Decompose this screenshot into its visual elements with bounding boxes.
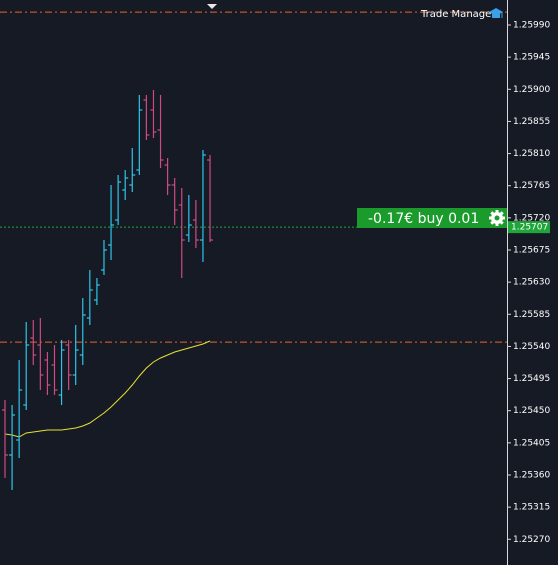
ohlc-bar [171, 178, 178, 225]
ohlc-bar [185, 195, 192, 242]
y-tick-label: 1.25810 [513, 149, 550, 159]
ohlc-bar [86, 270, 93, 325]
ohlc-bar [164, 158, 171, 195]
panel-title[interactable]: Trade Manager [420, 9, 496, 20]
shift-marker [207, 4, 217, 9]
y-tick-label: 1.25990 [513, 21, 550, 31]
ohlc-bar [192, 200, 199, 248]
y-tick-label: 1.25405 [513, 438, 550, 448]
ohlc-bar [30, 320, 37, 365]
y-tick-label: 1.25675 [513, 246, 550, 256]
ohlc-bar [16, 360, 23, 458]
y-tick-label: 1.25765 [513, 181, 550, 191]
y-tick-label: 1.25720 [513, 213, 550, 223]
current-price-label: 1.25707 [511, 223, 548, 233]
ohlc-bar [122, 170, 129, 200]
ohlc-bar [51, 345, 58, 395]
ohlc-bar [23, 322, 30, 410]
y-tick-label: 1.25270 [513, 535, 550, 545]
axis-layer: 1.25990 1.25945 1.25900 1.25855 1.25810 1.257… [507, 21, 550, 545]
ma-layer [4, 340, 211, 438]
current-price-box [508, 221, 550, 234]
gear-icon[interactable] [489, 210, 505, 226]
y-tick-label: 1.25630 [513, 278, 550, 288]
ohlc-bar [207, 155, 214, 242]
ohlc-bar [199, 150, 206, 262]
ohlc-bar [44, 352, 51, 395]
ohlc-bar [136, 95, 143, 175]
ohlc-bar [58, 340, 65, 405]
ohlc-bar [178, 188, 185, 278]
y-tick-label: 1.25900 [513, 85, 550, 95]
ohlc-bar [100, 240, 107, 275]
y-tick-label: 1.25585 [513, 310, 550, 320]
ohlc-bar [108, 185, 115, 260]
position-label: -0.17€ buy 0.01 [368, 211, 479, 227]
cap-icon[interactable] [489, 8, 503, 18]
moving-average [4, 340, 211, 438]
ohlc-bar [93, 278, 100, 305]
ohlc-bar [150, 90, 157, 138]
ohlc-bar [72, 325, 79, 385]
y-tick-label: 1.25495 [513, 374, 550, 384]
position-badge[interactable]: -0.17€ buy 0.01 [357, 208, 507, 228]
ohlc-bar [2, 400, 8, 478]
y-tick-label: 1.25450 [513, 406, 550, 416]
ohlc-bar [157, 95, 164, 168]
ohlc-bar [9, 405, 16, 490]
ohlc-bar [143, 95, 150, 140]
bars-layer [2, 90, 214, 490]
y-tick-label: 1.25945 [513, 53, 550, 63]
badge-background [357, 208, 507, 228]
ohlc-bar [37, 318, 44, 390]
levels-layer [0, 11, 507, 343]
ohlc-bar [65, 340, 72, 390]
y-tick-label: 1.25360 [513, 471, 550, 481]
y-tick-label: 1.25855 [513, 117, 550, 127]
y-tick-label: 1.25540 [513, 342, 550, 352]
ohlc-bar [129, 148, 136, 192]
ohlc-bar [79, 298, 86, 365]
y-tick-label: 1.25315 [513, 503, 550, 513]
ohlc-bar [115, 175, 122, 225]
